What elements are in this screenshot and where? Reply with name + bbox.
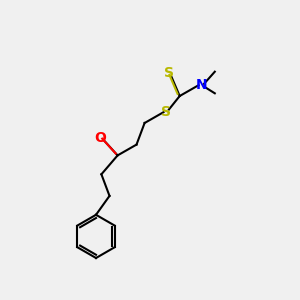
Text: S: S: [161, 105, 171, 119]
Text: S: S: [164, 66, 174, 80]
Text: O: O: [94, 131, 106, 145]
Text: N: N: [196, 78, 207, 92]
